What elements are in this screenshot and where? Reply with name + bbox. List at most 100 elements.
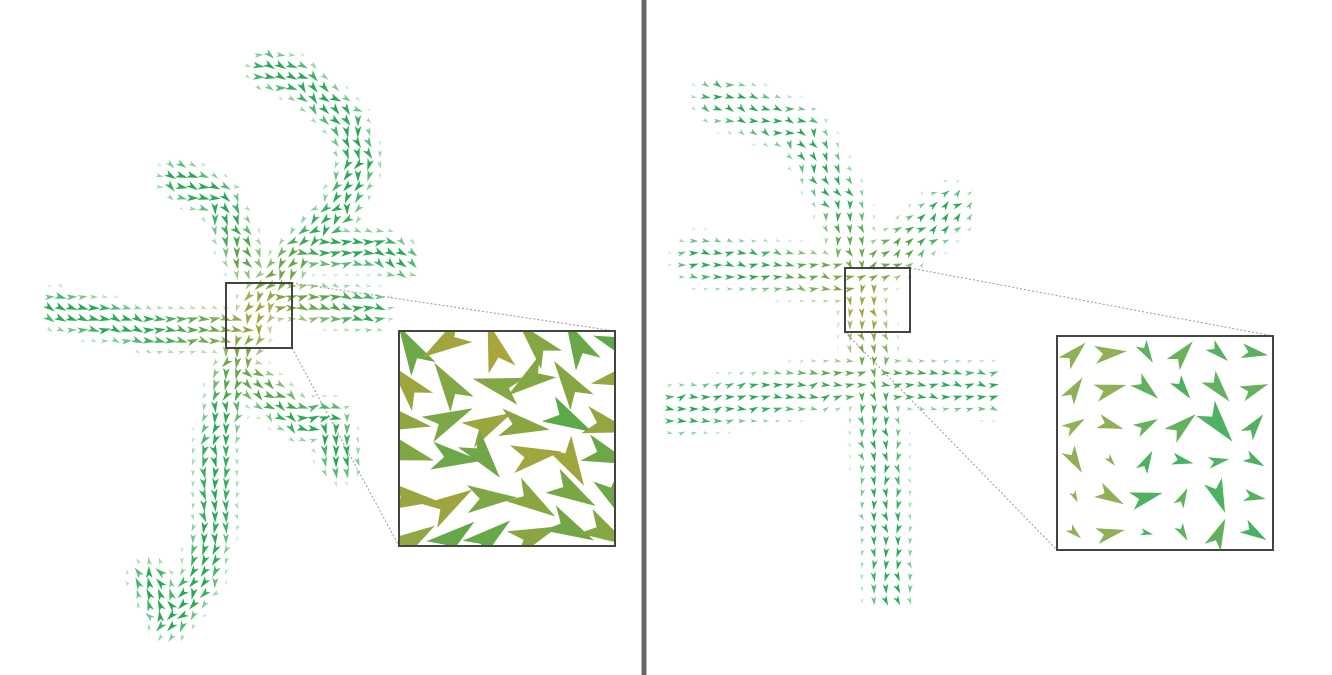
arrow [167, 600, 178, 612]
arrow [916, 381, 927, 387]
arrow [1205, 339, 1229, 362]
arrow [121, 304, 132, 310]
arrow [907, 477, 912, 484]
arrow [134, 567, 144, 579]
arrow [234, 411, 243, 423]
arrow [230, 224, 242, 236]
arrow [307, 424, 320, 432]
arrow [832, 263, 843, 270]
arrow [942, 359, 950, 364]
arrow [134, 349, 141, 354]
arrow [57, 282, 64, 288]
arrow [200, 162, 207, 167]
arrow [904, 369, 915, 376]
arrow [703, 228, 709, 231]
arrow [157, 633, 164, 642]
arrow [332, 328, 340, 333]
arrow [333, 170, 340, 182]
arrow [836, 334, 839, 340]
arrow [702, 117, 709, 123]
arrow [883, 297, 889, 305]
arrow [736, 274, 747, 280]
arrow [285, 71, 298, 80]
arrow [318, 92, 331, 103]
arrow [784, 106, 795, 112]
arrow [318, 302, 331, 310]
arrow [147, 556, 153, 566]
arrow [748, 128, 758, 136]
arrow [712, 406, 723, 414]
arrow [164, 325, 177, 333]
arrow [787, 300, 793, 303]
arrow [808, 139, 818, 149]
arrow [351, 237, 364, 245]
arrow [772, 274, 783, 281]
arrow [252, 389, 263, 401]
arrow [233, 269, 239, 280]
arrow [201, 422, 210, 434]
arrow [276, 317, 286, 323]
arrow [384, 257, 396, 269]
arrow [222, 389, 233, 401]
arrow [784, 383, 795, 389]
arrow [285, 389, 296, 401]
arrow [966, 360, 973, 364]
arrow [1201, 370, 1230, 402]
arrow [1169, 374, 1191, 399]
arrow [307, 303, 320, 310]
arrow [399, 433, 435, 461]
arrow [785, 405, 795, 412]
arrow [702, 430, 709, 435]
arrow [190, 610, 198, 621]
arrow [352, 105, 363, 112]
arrow [330, 225, 343, 234]
arrow [235, 480, 240, 488]
arrow [837, 321, 841, 328]
arrow [775, 299, 781, 302]
arrow [835, 235, 842, 246]
arrow [748, 92, 759, 100]
arrow [224, 466, 231, 479]
arrow [221, 400, 229, 413]
arrow [212, 521, 220, 534]
arrow [820, 369, 831, 376]
arrow [175, 182, 188, 189]
arrow [884, 475, 891, 486]
arrow [772, 117, 783, 124]
arrow [712, 261, 723, 268]
arrow [810, 107, 818, 111]
arrow [836, 346, 839, 352]
arrow [799, 190, 804, 196]
arrow [677, 262, 687, 268]
arrow [908, 501, 913, 509]
arrow [796, 151, 806, 161]
arrow [703, 287, 709, 291]
arrow [796, 127, 806, 137]
arrow [308, 283, 319, 290]
arrow [189, 576, 200, 588]
arrow [147, 599, 155, 612]
arrow [333, 213, 342, 226]
arrow [940, 212, 949, 223]
arrow [917, 202, 926, 210]
arrow [518, 331, 563, 370]
arrow [928, 238, 939, 246]
arrow [288, 381, 295, 388]
arrow [343, 180, 354, 192]
arrow [737, 82, 746, 87]
arrow [796, 117, 807, 123]
arrow [953, 226, 962, 234]
arrow [56, 326, 65, 332]
arrow [76, 313, 89, 322]
arrow [895, 535, 901, 546]
arrow [871, 596, 876, 606]
arrow [820, 394, 831, 403]
arrow [344, 273, 350, 277]
arrow [688, 273, 699, 279]
arrow [158, 557, 164, 566]
arrow [297, 314, 308, 322]
arrow [164, 170, 177, 180]
arrow [727, 431, 733, 435]
arrow [835, 141, 839, 149]
